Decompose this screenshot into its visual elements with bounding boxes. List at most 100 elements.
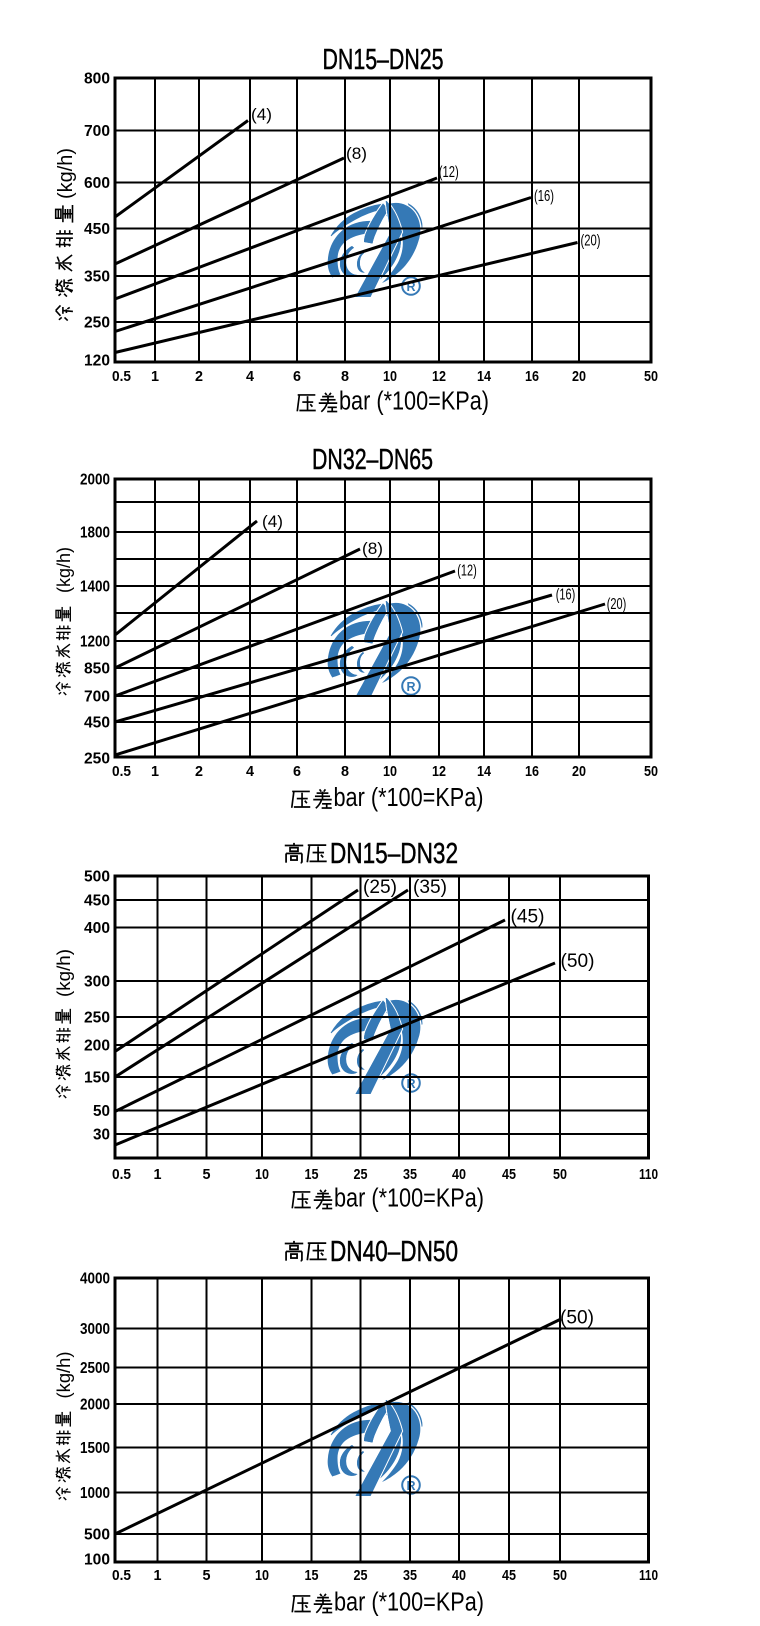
svg-text:14: 14: [477, 763, 492, 780]
svg-text:700: 700: [84, 123, 110, 140]
svg-text:(20): (20): [607, 596, 627, 613]
svg-text:15: 15: [305, 1166, 319, 1183]
svg-text:35: 35: [403, 1567, 417, 1584]
svg-text:15: 15: [305, 1567, 319, 1584]
svg-text:10: 10: [383, 763, 397, 780]
svg-text:12: 12: [432, 763, 446, 780]
svg-text:1800: 1800: [80, 525, 110, 542]
svg-text:700: 700: [84, 689, 110, 706]
svg-text:600: 600: [84, 175, 110, 192]
svg-text:16: 16: [525, 763, 539, 780]
svg-text:5: 5: [203, 1166, 211, 1183]
svg-text:110: 110: [639, 1567, 658, 1584]
svg-text:500: 500: [84, 869, 110, 886]
svg-text:1: 1: [151, 368, 159, 385]
svg-text:20: 20: [572, 368, 586, 385]
svg-text:1500: 1500: [80, 1440, 110, 1457]
svg-text:35: 35: [403, 1166, 417, 1183]
svg-text:6: 6: [293, 763, 301, 780]
svg-text:2: 2: [195, 763, 203, 780]
svg-text:250: 250: [84, 751, 110, 768]
svg-text:3000: 3000: [80, 1321, 110, 1338]
svg-text:1: 1: [154, 1166, 162, 1183]
svg-text:200: 200: [84, 1038, 110, 1055]
svg-text:120: 120: [84, 353, 110, 370]
svg-text:(50): (50): [560, 1308, 594, 1329]
svg-text:0.5: 0.5: [112, 763, 131, 780]
svg-text:(12): (12): [457, 563, 477, 580]
svg-text:50: 50: [553, 1166, 567, 1183]
svg-text:bar (*100=KPa): bar (*100=KPa): [339, 388, 489, 416]
svg-text:10: 10: [255, 1166, 269, 1183]
svg-text:400: 400: [84, 920, 110, 937]
svg-text:40: 40: [452, 1166, 466, 1183]
svg-text:(8): (8): [346, 144, 367, 163]
svg-text:800: 800: [84, 71, 110, 88]
svg-text:450: 450: [84, 893, 110, 910]
svg-text:bar (*100=KPa): bar (*100=KPa): [334, 784, 484, 812]
svg-text:350: 350: [84, 269, 110, 286]
svg-text:850: 850: [84, 661, 110, 678]
svg-text:30: 30: [93, 1127, 110, 1144]
svg-text:1: 1: [151, 763, 159, 780]
svg-text:(16): (16): [534, 188, 554, 205]
svg-text:2000: 2000: [80, 1397, 110, 1414]
svg-text:40: 40: [452, 1567, 466, 1584]
svg-text:150: 150: [84, 1070, 110, 1087]
svg-text:500: 500: [84, 1527, 110, 1544]
svg-text:4: 4: [246, 763, 255, 780]
svg-text:4: 4: [246, 368, 255, 385]
svg-text:8: 8: [341, 368, 349, 385]
svg-text:5: 5: [203, 1567, 211, 1584]
svg-text:50: 50: [644, 368, 658, 385]
svg-text:2000: 2000: [80, 472, 110, 489]
svg-text:25: 25: [354, 1166, 368, 1183]
svg-text:50: 50: [644, 763, 658, 780]
svg-text:(25): (25): [363, 877, 397, 898]
svg-text:1200: 1200: [80, 634, 110, 651]
svg-text:bar (*100=KPa): bar (*100=KPa): [334, 1185, 484, 1213]
svg-text:DN40–DN50: DN40–DN50: [330, 1236, 458, 1268]
svg-text:(12): (12): [439, 164, 459, 181]
svg-text:(45): (45): [511, 907, 545, 928]
svg-text:100: 100: [84, 1552, 110, 1569]
svg-text:250: 250: [84, 1010, 110, 1027]
svg-text:450: 450: [84, 221, 110, 238]
svg-text:(kg/h): (kg/h): [54, 148, 77, 199]
svg-text:0.5: 0.5: [112, 1166, 131, 1183]
svg-text:250: 250: [84, 315, 110, 332]
svg-text:8: 8: [341, 763, 349, 780]
svg-text:(8): (8): [362, 539, 383, 558]
svg-text:0.5: 0.5: [112, 368, 131, 385]
svg-text:25: 25: [354, 1567, 368, 1584]
svg-text:450: 450: [84, 715, 110, 732]
svg-text:1400: 1400: [80, 579, 110, 596]
svg-text:(16): (16): [556, 587, 576, 604]
svg-text:0.5: 0.5: [112, 1567, 131, 1584]
svg-text:(4): (4): [262, 512, 283, 531]
svg-text:DN32–DN65: DN32–DN65: [312, 444, 433, 476]
svg-text:(kg/h): (kg/h): [54, 1352, 74, 1399]
svg-text:DN15–DN25: DN15–DN25: [323, 44, 444, 76]
svg-text:(kg/h): (kg/h): [54, 547, 74, 593]
svg-text:45: 45: [502, 1567, 516, 1584]
svg-text:1: 1: [154, 1567, 162, 1584]
svg-text:110: 110: [639, 1166, 658, 1183]
svg-text:(4): (4): [251, 105, 272, 124]
svg-text:6: 6: [293, 368, 301, 385]
svg-text:1000: 1000: [80, 1485, 110, 1502]
svg-text:50: 50: [553, 1567, 567, 1584]
svg-text:(kg/h): (kg/h): [54, 949, 74, 997]
svg-text:10: 10: [383, 368, 397, 385]
svg-text:(35): (35): [413, 877, 447, 898]
svg-text:14: 14: [477, 368, 492, 385]
svg-text:50: 50: [93, 1103, 110, 1120]
svg-text:4000: 4000: [80, 1271, 110, 1288]
svg-text:16: 16: [525, 368, 539, 385]
svg-text:12: 12: [432, 368, 446, 385]
svg-text:DN15–DN32: DN15–DN32: [330, 838, 458, 870]
svg-text:300: 300: [84, 974, 110, 991]
svg-text:bar (*100=KPa): bar (*100=KPa): [334, 1589, 484, 1617]
svg-text:2: 2: [195, 368, 203, 385]
svg-text:10: 10: [255, 1567, 269, 1584]
